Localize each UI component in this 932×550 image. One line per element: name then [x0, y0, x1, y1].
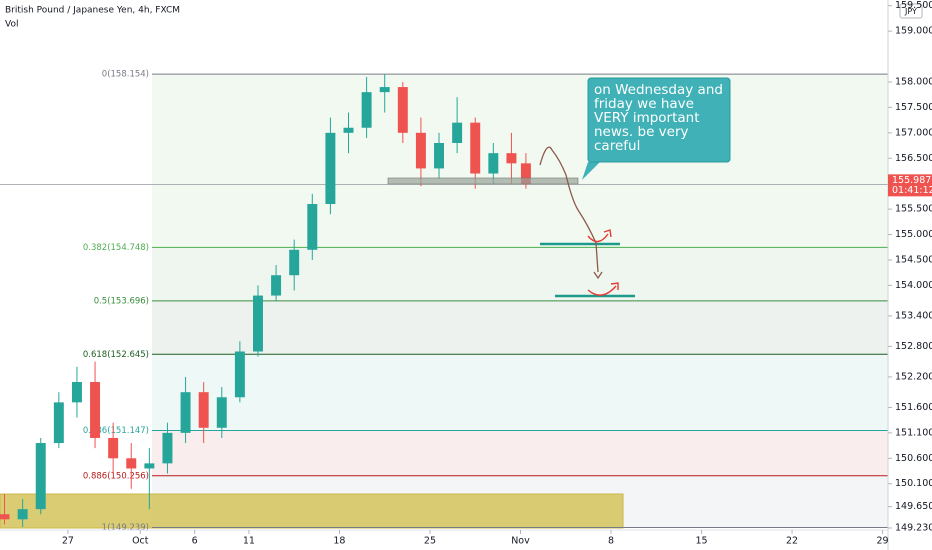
candle-body — [397, 87, 408, 133]
y-tick-label: 150.600 — [895, 453, 932, 464]
fib-band — [152, 300, 888, 355]
y-tick-label: 151.100 — [895, 427, 932, 438]
candle-body — [234, 351, 245, 398]
candle-body — [343, 127, 354, 133]
y-tick-label: 153.400 — [895, 310, 932, 321]
candle-body — [35, 443, 46, 510]
fib-band — [152, 74, 888, 248]
y-tick-label: 150.100 — [895, 478, 932, 489]
fib-label: 0.5(153.696) — [94, 296, 149, 306]
volume-label: Vol — [5, 20, 18, 30]
last-price-badge — [888, 174, 932, 197]
fib-label: 0.786(151.147) — [83, 426, 149, 436]
candle-body — [17, 509, 28, 520]
candle-body — [289, 249, 300, 276]
x-tick-label: 18 — [333, 536, 345, 547]
candle-body — [307, 204, 318, 250]
x-tick-label: 27 — [62, 536, 74, 547]
candle-body — [470, 122, 481, 174]
fib-label: 0.618(152.645) — [83, 350, 149, 360]
projection-path — [539, 146, 599, 273]
candle-body — [71, 382, 82, 403]
y-tick-label: 155.000 — [895, 229, 932, 240]
x-tick-label: 11 — [243, 536, 255, 547]
candle-body — [415, 132, 426, 169]
candle-body — [53, 402, 64, 444]
x-tick-label: 29 — [877, 536, 889, 547]
demand-zone — [0, 493, 624, 529]
x-tick-label: 8 — [608, 536, 614, 547]
countdown: 01:41:12 — [892, 185, 932, 196]
candle-body — [271, 275, 282, 296]
x-tick-label: Nov — [511, 536, 530, 547]
candle-body — [0, 514, 10, 520]
y-tick-label: 157.500 — [895, 102, 932, 113]
y-tick-label: 156.500 — [895, 153, 932, 164]
candle-body — [452, 122, 463, 144]
x-tick-label: 22 — [786, 536, 798, 547]
fib-label: 0(158.154) — [102, 70, 149, 80]
y-tick-label: 154.500 — [895, 254, 932, 265]
currency-box — [899, 3, 923, 19]
fib-label: 0.382(154.748) — [83, 243, 149, 253]
projection-arrow — [593, 271, 603, 280]
candle-body — [361, 92, 372, 128]
y-tick-label: 154.000 — [895, 280, 932, 291]
currency: JPY — [904, 7, 917, 16]
axes: 159.500 159.000 158.000 157.500 157.000 156.5… — [62, 0, 932, 547]
candle-body — [434, 143, 444, 169]
fib-background — [152, 74, 888, 528]
candle-body — [162, 432, 173, 464]
callout: on Wednesday and friday we have VERY imp… — [594, 82, 723, 154]
y-tick-label: 149.230 — [895, 522, 932, 533]
fib-label: 1(149.239) — [102, 523, 149, 533]
candle-body — [506, 153, 517, 164]
y-tick-label: 159.500 — [895, 0, 932, 11]
x-tick-label: Oct — [132, 536, 149, 547]
fib-band — [152, 354, 888, 431]
candle-body — [144, 463, 155, 469]
y-tick-label: 151.600 — [895, 402, 932, 413]
plot: 0(158.154) 0.382(154.748) 0.5(153.696) 0.61… — [0, 70, 888, 533]
candle-body — [325, 132, 336, 205]
fib-label: 0.886(150.256) — [83, 471, 149, 481]
x-tick-label: 15 — [695, 536, 707, 547]
chart-title: British Pound / Japanese Yen, 4h, FXCM — [5, 6, 180, 16]
y-tick-label: 157.000 — [895, 127, 932, 138]
candle-body — [126, 458, 137, 469]
candle-body — [488, 153, 499, 174]
fib-band — [152, 430, 888, 476]
bounce-arrow — [587, 229, 612, 243]
candle-body — [216, 397, 227, 428]
candle-body — [198, 392, 209, 428]
callout-text: on Wednesday and friday we have VERY imp… — [594, 82, 723, 154]
y-tick-label: 149.650 — [895, 501, 932, 512]
y-tick-label: 158.000 — [895, 76, 932, 87]
bounce-arrow — [587, 282, 619, 296]
callout-tail — [582, 162, 600, 180]
y-tick-label: 152.200 — [895, 371, 932, 382]
candle-body — [90, 382, 101, 438]
callout-box — [587, 77, 731, 163]
last-price-label: 155.987 — [892, 175, 931, 186]
candle-body — [379, 87, 390, 93]
candle-body — [108, 437, 119, 459]
y-tick-label: 152.800 — [895, 341, 932, 352]
x-tick-label: 6 — [192, 536, 198, 547]
support-zone — [387, 177, 579, 185]
candle-body — [180, 392, 191, 433]
y-tick-label: 159.000 — [895, 26, 932, 37]
x-tick-label: 25 — [424, 536, 436, 547]
candle-body — [253, 295, 263, 352]
y-tick-label: 155.500 — [895, 204, 932, 215]
candle-body — [520, 163, 531, 185]
fib-band — [152, 247, 888, 301]
